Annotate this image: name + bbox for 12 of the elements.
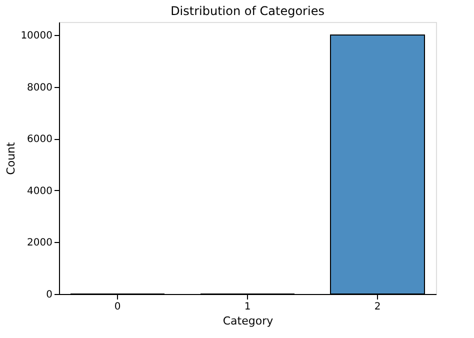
y-tick-label: 6000 bbox=[27, 134, 52, 146]
x-axis-title: Category bbox=[222, 314, 274, 328]
y-tick-label: 0 bbox=[46, 290, 52, 300]
x-tick-label: 1 bbox=[244, 302, 251, 312]
y-tick-label: 4000 bbox=[27, 186, 52, 197]
chart-title: Distribution of Categories bbox=[170, 4, 324, 18]
x-tick-label: 2 bbox=[374, 302, 381, 312]
y-axis-title: Count bbox=[4, 141, 18, 175]
y-tick-label: 2000 bbox=[27, 238, 52, 249]
y-tick-label: 10000 bbox=[20, 30, 52, 42]
x-tick-label: 0 bbox=[114, 302, 121, 312]
y-tick-label: 8000 bbox=[27, 82, 52, 94]
